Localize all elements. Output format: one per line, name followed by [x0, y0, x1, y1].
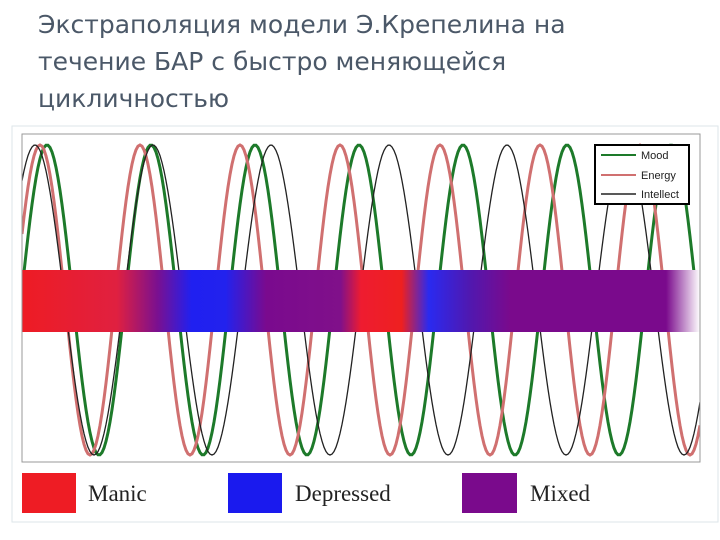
- legend-label: Intellect: [641, 189, 679, 201]
- wave: [22, 143, 700, 457]
- key-label: Depressed: [295, 481, 391, 506]
- key-swatch: [228, 473, 282, 513]
- state-bar: [22, 270, 700, 332]
- slide-title: Экстраполяция модели Э.Крепелина на тече…: [38, 10, 566, 113]
- legend-label: Mood: [641, 150, 669, 162]
- key-label: Mixed: [530, 481, 591, 506]
- key-swatch: [462, 473, 517, 513]
- legend-label: Energy: [641, 170, 676, 182]
- plot-frame: [21, 133, 701, 463]
- key-swatch: [22, 473, 76, 513]
- key-label: Manic: [88, 481, 147, 506]
